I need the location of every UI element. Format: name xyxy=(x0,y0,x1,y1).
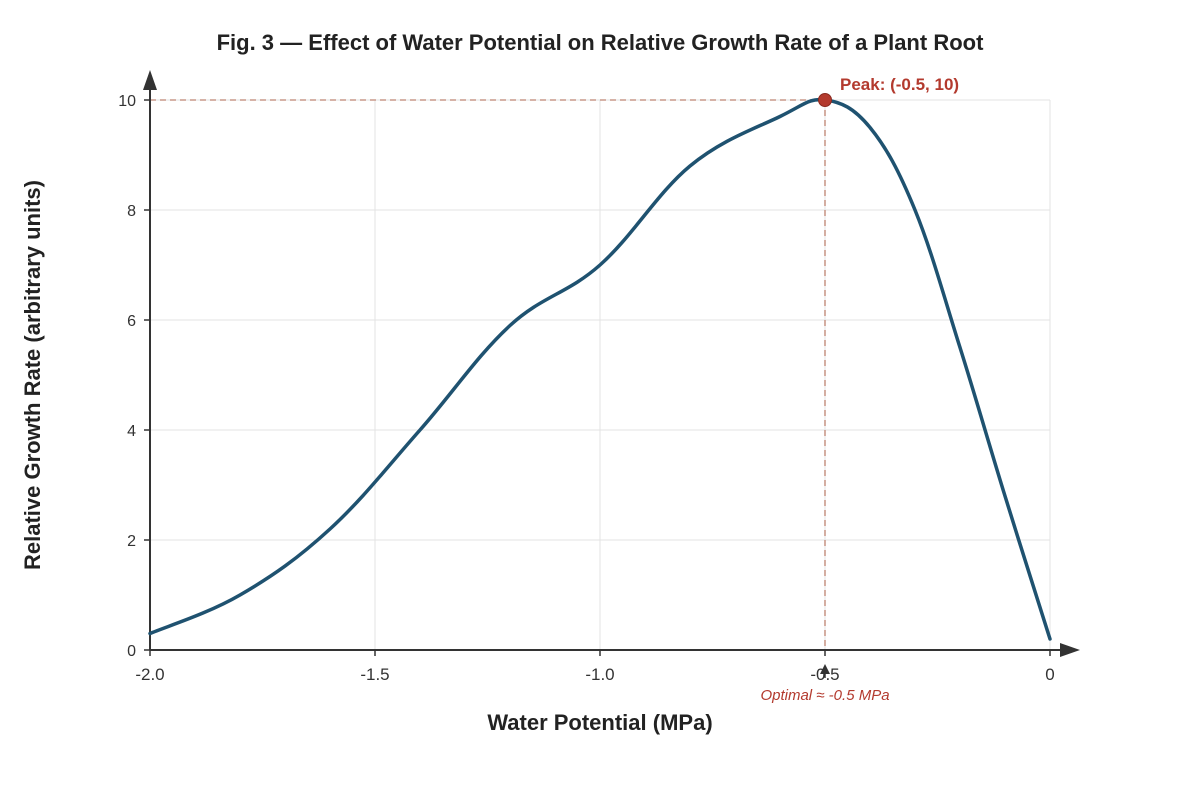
y-tick-label: 8 xyxy=(127,203,136,220)
peak-label: Peak: (-0.5, 10) xyxy=(840,75,959,94)
y-axis-arrow xyxy=(143,70,157,90)
x-tick-label: -2.0 xyxy=(135,665,164,684)
y-tick-label: 6 xyxy=(127,313,136,330)
y-tick-label: 0 xyxy=(127,643,136,660)
labels: Fig. 3 — Effect of Water Potential on Re… xyxy=(20,30,984,735)
series-layer xyxy=(148,93,1052,641)
x-axis-title: Water Potential (MPa) xyxy=(487,710,712,735)
y-tick-label: 2 xyxy=(127,533,136,550)
x-tick-label: 0 xyxy=(1045,665,1054,684)
optimal-label: Optimal ≈ -0.5 MPa xyxy=(760,687,889,704)
peak-point xyxy=(818,93,832,107)
growth-rate-line xyxy=(148,97,1052,641)
peak-guides xyxy=(150,99,826,650)
x-axis-arrow xyxy=(1060,643,1080,657)
chart-title: Fig. 3 — Effect of Water Potential on Re… xyxy=(217,30,984,55)
x-tick-label: -1.5 xyxy=(360,665,389,684)
y-tick-label: 10 xyxy=(118,93,136,110)
y-tick-label: 4 xyxy=(127,423,136,440)
optimal-arrow-head xyxy=(820,664,830,674)
x-tick-label: -1.0 xyxy=(585,665,614,684)
y-axis-title: Relative Growth Rate (arbitrary units) xyxy=(20,180,45,570)
